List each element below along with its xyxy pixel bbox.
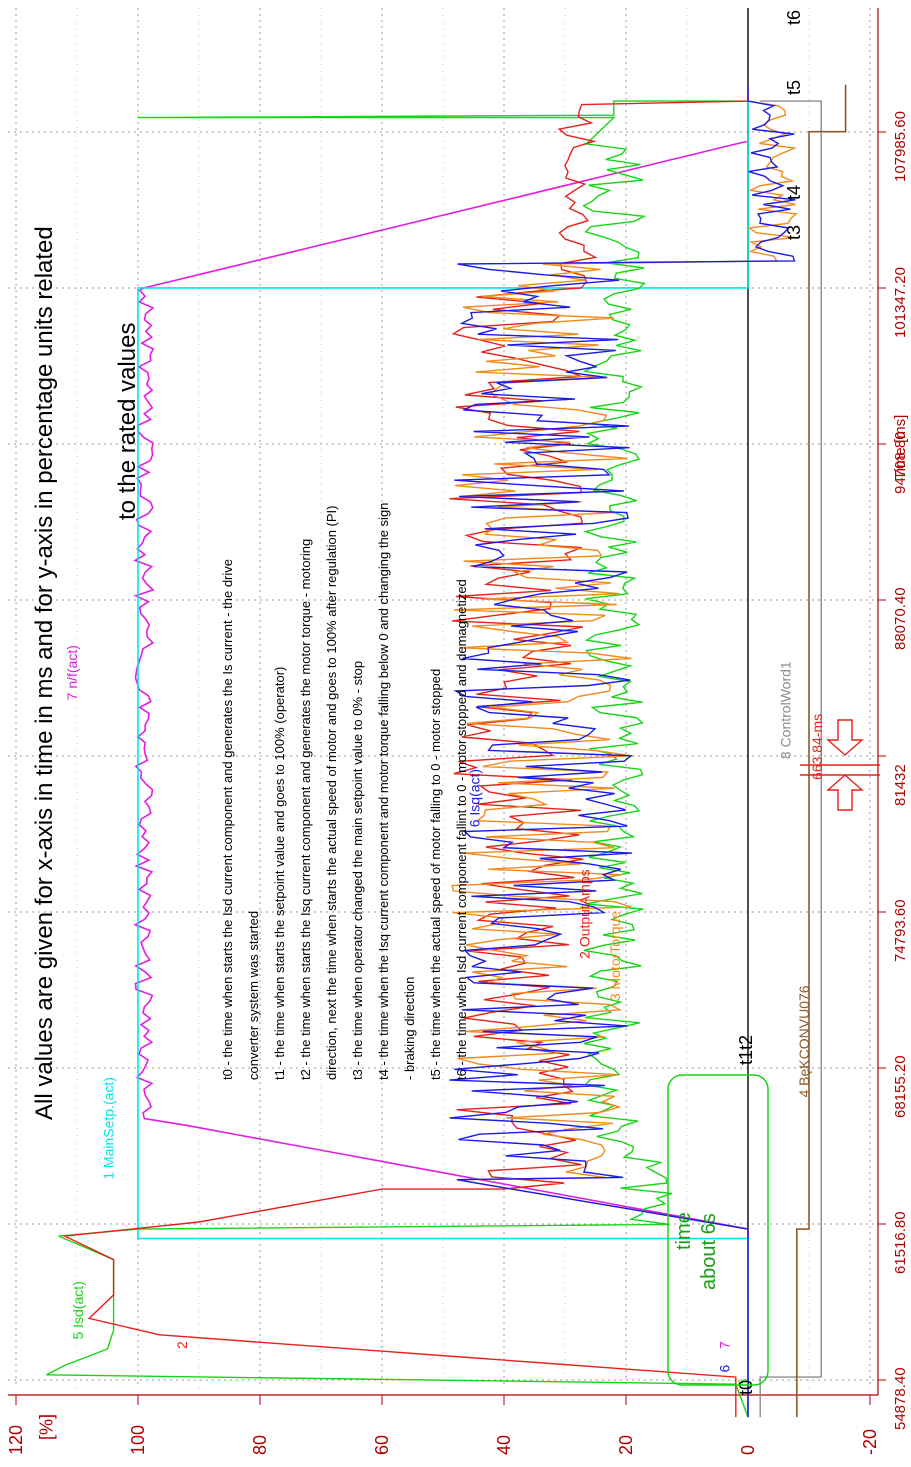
- x-tick-label-7: 101347.20: [892, 267, 909, 338]
- series-isd-act: [46, 84, 749, 1418]
- event-t0: t0: [736, 1380, 756, 1395]
- label-motortorque: 3 MotorTorque: [607, 911, 623, 1001]
- measure-arrow-down: [826, 719, 864, 756]
- label-5: 5: [735, 1379, 751, 1387]
- event-t1t2: t1t2: [736, 1035, 756, 1065]
- measure-arrow-up: [826, 774, 864, 811]
- x-axis-label: Time [ms]: [892, 415, 909, 480]
- x-tick-label-4: 81432: [892, 764, 909, 806]
- label-7: 7: [717, 1341, 733, 1349]
- note-line-9: t6 - the time when Isd current component…: [454, 579, 469, 1080]
- label-nf: 7 n/f(act): [64, 645, 80, 700]
- x-tick-label-2: 68155.20: [892, 1055, 909, 1118]
- y-tick-label--20: -20: [860, 1429, 880, 1455]
- label-mainsetp: 1 MainSetp.(act): [101, 1077, 117, 1180]
- note-line-0: t0 - the time when starts the Isd curren…: [220, 559, 235, 1080]
- x-tick-label-1: 61516.80: [892, 1211, 909, 1274]
- label-isd: 5 Isd(act): [70, 1281, 86, 1339]
- x-tick-label-0: 54878.40: [892, 1367, 909, 1430]
- y-tick-label-40: 40: [494, 1435, 514, 1455]
- series-isq-act: [449, 84, 796, 1418]
- chart-title-line2: to the rated values: [114, 323, 141, 520]
- series-outputamps: [62, 84, 749, 1418]
- label-isq: 6 Isq(act): [467, 769, 483, 827]
- time-box-line2: about 6s: [698, 1213, 720, 1290]
- event-t4: t4: [784, 185, 804, 200]
- label-outputamps: 2 OutputAmps: [576, 869, 592, 959]
- note-line-7: - braking direction: [402, 977, 417, 1080]
- y-tick-label-0: 0: [738, 1445, 758, 1455]
- y-tick-label-60: 60: [372, 1435, 392, 1455]
- event-t5: t5: [784, 80, 804, 95]
- chart-title: All values are given for x-axis in time …: [31, 226, 58, 1120]
- series-bekconv: [796, 84, 847, 1418]
- time-box-line1: time: [673, 1212, 695, 1250]
- x-tick-label-3: 74793.60: [892, 899, 909, 962]
- note-line-6: t4 - the time when the Isq current compo…: [376, 503, 391, 1080]
- x-tick-label-5: 88070.40: [892, 587, 909, 650]
- time-box: [667, 1074, 769, 1386]
- note-line-2: t1 - the time when starts the setpoint v…: [272, 667, 287, 1080]
- label-2: 2: [174, 1341, 190, 1349]
- note-line-8: t5 - the time when the actual speed of m…: [428, 669, 443, 1080]
- note-line-3: t2 - the time when starts the Isq curren…: [298, 539, 313, 1080]
- y-tick-label-120: 120: [6, 1425, 26, 1455]
- note-line-4: direction, next the time when starts the…: [324, 506, 339, 1081]
- series-controlword1: [759, 100, 822, 1418]
- measure-label: 663.84-ms: [809, 714, 825, 780]
- label-6: 6: [717, 1364, 733, 1372]
- x-tick-label-8: 107985.60: [892, 111, 909, 182]
- y-tick-label-100: 100: [128, 1425, 148, 1455]
- label-bekconv: 4 BęKCONVU076: [796, 985, 812, 1097]
- label-controlword: 8 ControlWord1: [778, 661, 794, 759]
- y-tick-label-20: 20: [616, 1435, 636, 1455]
- event-t3: t3: [784, 225, 804, 240]
- series-nf-act: [133, 84, 749, 1418]
- y-axis-unit: [%]: [37, 1414, 57, 1440]
- y-tick-label-80: 80: [250, 1435, 270, 1455]
- note-line-5: t3 - the time when operator changed the …: [350, 661, 365, 1080]
- event-t6: t6: [784, 10, 804, 25]
- note-line-1: converter system was started: [246, 911, 261, 1080]
- x-tick-label-6: 94708.80: [892, 431, 909, 494]
